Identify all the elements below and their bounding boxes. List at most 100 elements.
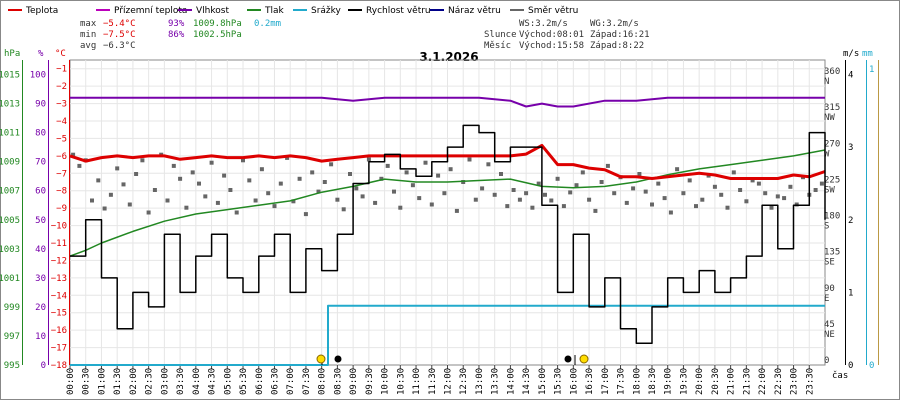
wind-direction-point xyxy=(259,167,264,172)
sunrise-time: Východ:08:01 xyxy=(519,30,584,40)
wind-direction-point xyxy=(612,191,617,196)
time-tick-label: 05:00 xyxy=(223,368,233,395)
direction-compass-label: N xyxy=(824,77,829,87)
time-tick-label: 04:30 xyxy=(208,368,218,395)
wind-direction-point xyxy=(587,197,592,202)
pct-tick-label: 100 xyxy=(30,71,46,81)
wind-direction-point xyxy=(599,180,604,184)
time-tick-label: 14:30 xyxy=(522,368,532,395)
wind-direction-point xyxy=(549,198,554,203)
wind-direction-point xyxy=(738,188,743,192)
wind-direction-point xyxy=(90,198,94,203)
wind-direction-point xyxy=(530,205,535,210)
wind-direction-point xyxy=(253,198,258,203)
time-tick-label: 21:00 xyxy=(727,368,737,395)
stats-max-pressure: 1009.8hPa xyxy=(193,19,242,29)
temp-tick-label: −3 xyxy=(56,100,67,110)
time-tick-label: 00:30 xyxy=(82,368,92,395)
legend-item: Přízemní teplota xyxy=(96,6,187,16)
ms-tick-label: 3 xyxy=(848,143,853,153)
wind-direction-point xyxy=(568,190,573,195)
wind-direction-point xyxy=(719,192,724,197)
wind-direction-point xyxy=(335,197,340,202)
direction-tick-label: 270 xyxy=(824,139,840,149)
time-tick-label: 08:00 xyxy=(318,368,328,395)
wind-direction-point xyxy=(127,202,132,207)
pct-tick-label: 50 xyxy=(35,216,46,226)
time-tick-label: 19:00 xyxy=(664,368,674,395)
time-tick-label: 15:00 xyxy=(538,368,548,395)
rain-line xyxy=(70,304,825,366)
wind-direction-point xyxy=(499,172,503,176)
wind-direction-point xyxy=(121,182,126,187)
legend-label: Vlhkost xyxy=(196,6,229,16)
legend-label: Rychlost větru xyxy=(366,6,431,16)
stats-max-temp: −5.4°C xyxy=(103,19,136,29)
wind-direction-point xyxy=(511,188,516,192)
time-tick-label: 17:00 xyxy=(601,368,611,395)
mm-unit: mm xyxy=(862,49,873,59)
wind-direction-point xyxy=(580,170,585,175)
time-tick-label: 03:30 xyxy=(176,368,186,395)
legend-label: Směr větru xyxy=(528,6,578,16)
temp-tick-label: −6 xyxy=(56,152,67,162)
wind-direction-point xyxy=(398,205,403,210)
mm-tick-label: 0 xyxy=(869,361,874,371)
hpa-tick-label: 1001 xyxy=(0,274,20,284)
wind-direction-point xyxy=(725,205,730,210)
wind-direction-point xyxy=(505,204,510,209)
time-tick-label: 00:00 xyxy=(66,368,76,395)
wind-direction-point xyxy=(675,167,680,172)
temp-tick-label: −1 xyxy=(56,65,67,75)
temp-tick-label: −8 xyxy=(56,187,67,197)
wind-direction-point xyxy=(417,196,422,201)
time-tick-label: 08:30 xyxy=(333,368,343,395)
legend-item: Náraz větru xyxy=(430,6,501,16)
pct-tick-label: 60 xyxy=(35,187,46,197)
pct-tick-label: 40 xyxy=(35,245,46,255)
wind-direction-point xyxy=(668,210,673,215)
time-tick-label: 11:30 xyxy=(428,368,438,395)
time-tick-label: 01:00 xyxy=(97,368,107,395)
stats-min-pressure: 1002.5hPa xyxy=(193,30,242,40)
wind-direction-point xyxy=(775,194,780,199)
time-tick-label: 12:00 xyxy=(444,368,454,395)
legend-item: Srážky xyxy=(293,6,342,16)
axis-ticks: 9959979991001100310051007100910111013101… xyxy=(0,65,874,395)
wind-direction-point xyxy=(234,210,239,215)
wind-direction-point xyxy=(769,205,774,210)
wind-direction-point xyxy=(385,163,390,168)
pct-tick-label: 20 xyxy=(35,303,46,313)
moon-label: Měsíc xyxy=(484,41,511,51)
direction-tick-label: 45 xyxy=(824,320,835,330)
wind-direction-point xyxy=(272,204,277,209)
time-tick-label: 13:30 xyxy=(491,368,501,395)
wind-direction-point xyxy=(71,152,76,157)
wind-direction-point xyxy=(152,188,157,192)
time-tick-label: 18:30 xyxy=(648,368,658,395)
sunset-icon xyxy=(579,354,589,364)
stats-max-label: max xyxy=(80,19,97,29)
ms-tick-label: 4 xyxy=(848,71,853,81)
ms-tick-label: 1 xyxy=(848,288,853,298)
wind-direction-point xyxy=(360,194,365,199)
time-tick-label: 22:30 xyxy=(774,368,784,395)
wind-direction-point xyxy=(744,199,749,204)
moonset-icon xyxy=(334,355,342,363)
time-tick-label: 17:30 xyxy=(617,368,627,395)
pct-tick-label: 70 xyxy=(35,158,46,168)
wind-direction-point xyxy=(310,170,315,175)
wind-direction-point xyxy=(555,176,560,181)
wind-direction-point xyxy=(763,191,768,196)
time-tick-label: 10:00 xyxy=(381,368,391,395)
wind-direction-point xyxy=(247,178,252,183)
stats-max-humidity: 93% xyxy=(168,19,185,29)
temp-tick-label: −13 xyxy=(51,274,67,284)
wind-direction-point xyxy=(756,181,761,186)
wind-direction-point xyxy=(373,200,378,205)
temp-tick-label: −9 xyxy=(56,204,67,214)
wind-direction-point xyxy=(694,204,698,209)
wind-direction-point xyxy=(473,197,478,202)
direction-tick-label: 180 xyxy=(824,212,840,222)
wind-direction-point xyxy=(605,163,610,168)
